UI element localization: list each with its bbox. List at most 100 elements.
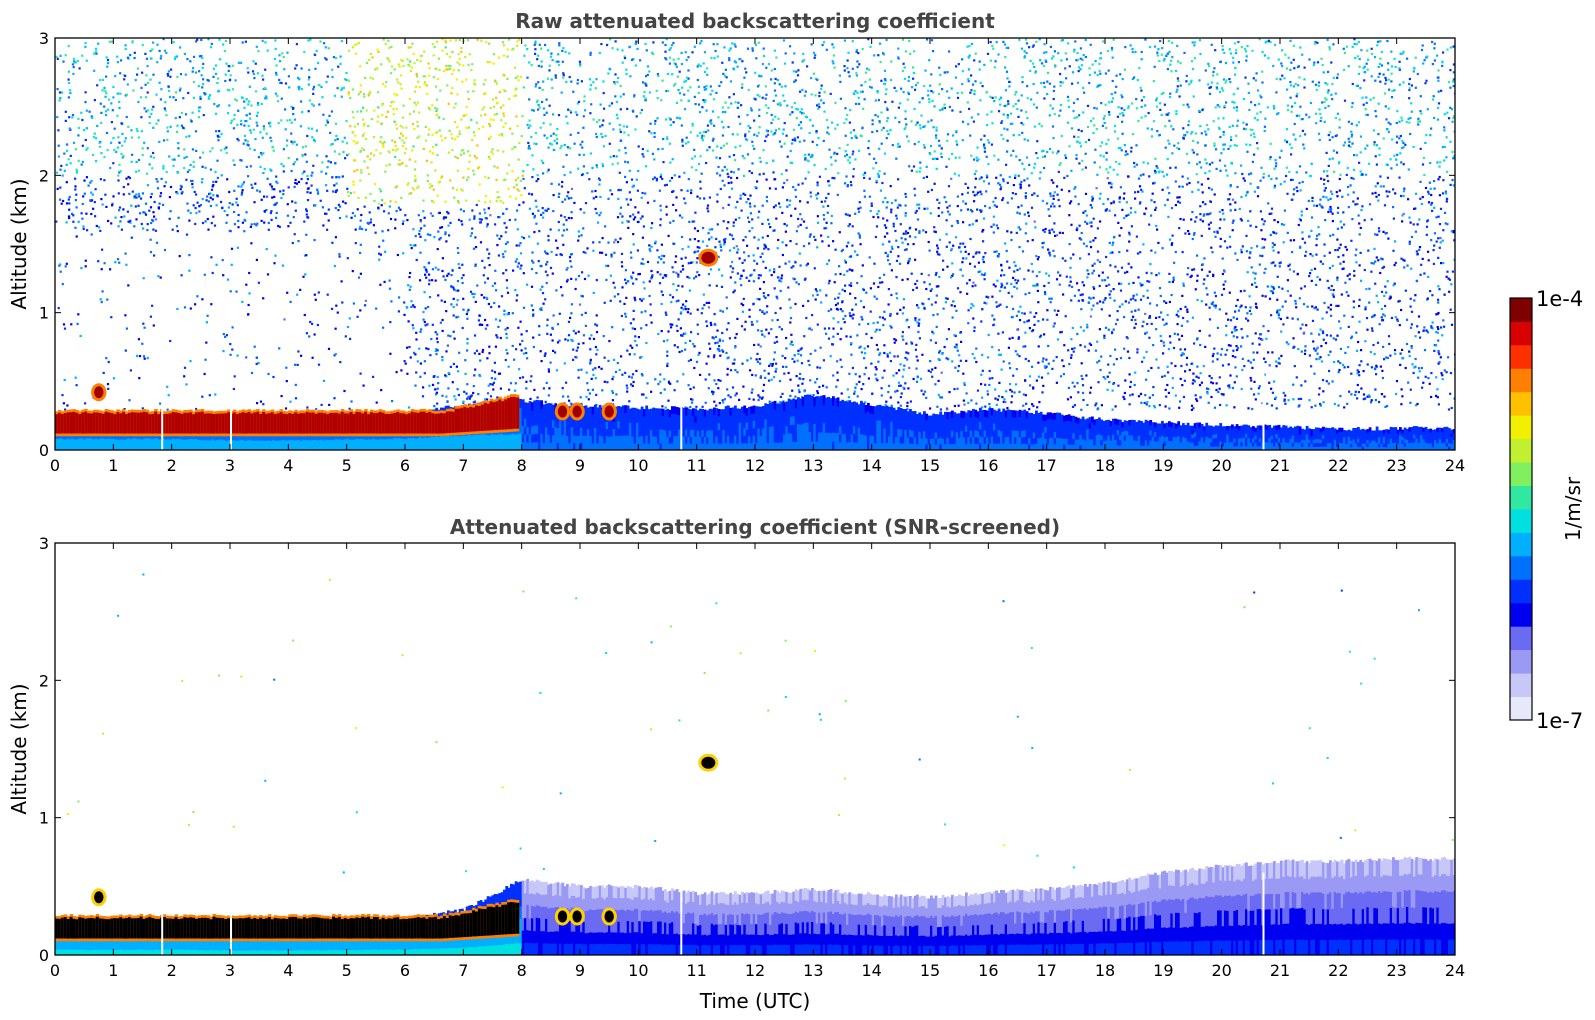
noise-pixel xyxy=(1140,58,1143,61)
noise-pixel xyxy=(1150,128,1153,131)
noise-pixel xyxy=(387,212,390,215)
noise-pixel xyxy=(437,294,440,297)
noise-pixel xyxy=(1300,210,1303,213)
noise-pixel xyxy=(301,155,304,158)
noise-pixel xyxy=(1319,328,1322,331)
noise-pixel xyxy=(977,261,980,264)
noise-pixel xyxy=(259,151,263,155)
noise-pixel xyxy=(1309,272,1312,275)
noise-pixel xyxy=(381,142,384,145)
noise-pixel xyxy=(1084,38,1087,42)
top-plot-background xyxy=(55,38,1455,450)
noise-pixel xyxy=(982,240,985,243)
noise-pixel xyxy=(534,42,537,45)
noise-pixel xyxy=(967,253,970,256)
noise-pixel xyxy=(975,347,978,350)
noise-pixel xyxy=(728,155,731,158)
noise-pixel xyxy=(189,118,193,122)
noise-pixel xyxy=(1261,338,1264,341)
noise-pixel xyxy=(963,382,966,385)
noise-pixel xyxy=(1089,204,1092,207)
noise-pixel xyxy=(338,153,341,156)
noise-pixel xyxy=(1269,233,1272,237)
noise-pixel xyxy=(1233,42,1237,45)
noise-pixel xyxy=(1213,67,1216,70)
noise-pixel xyxy=(1357,370,1360,374)
noise-pixel xyxy=(1388,342,1391,346)
noise-pixel xyxy=(791,61,794,64)
noise-pixel xyxy=(1303,285,1306,288)
noise-pixel xyxy=(873,54,876,57)
noise-pixel xyxy=(1326,83,1329,86)
noise-pixel xyxy=(1266,402,1269,405)
noise-pixel xyxy=(1024,232,1027,235)
noise-pixel xyxy=(851,366,854,370)
noise-pixel xyxy=(739,194,742,197)
noise-pixel xyxy=(130,129,133,132)
noise-pixel xyxy=(1017,310,1020,313)
noise-pixel xyxy=(749,212,752,215)
noise-pixel xyxy=(1229,344,1232,347)
noise-pixel xyxy=(1186,177,1190,180)
noise-pixel xyxy=(372,136,376,139)
noise-pixel xyxy=(1170,243,1173,246)
noise-pixel xyxy=(875,328,878,331)
noise-pixel xyxy=(511,312,514,315)
noise-pixel xyxy=(1054,234,1057,237)
noise-pixel xyxy=(278,78,281,81)
noise-pixel xyxy=(1418,246,1422,249)
noise-pixel xyxy=(1212,273,1215,276)
noise-pixel xyxy=(708,301,711,304)
noise-pixel xyxy=(245,114,248,117)
noise-pixel xyxy=(1012,276,1015,279)
noise-pixel xyxy=(1198,161,1201,164)
noise-pixel xyxy=(1395,392,1398,396)
noise-pixel xyxy=(293,140,296,143)
noise-pixel xyxy=(750,273,753,276)
noise-pixel xyxy=(1342,260,1345,263)
noise-pixel xyxy=(1316,41,1319,44)
noise-pixel xyxy=(1169,341,1172,344)
noise-pixel xyxy=(1033,125,1036,128)
noise-pixel xyxy=(913,194,917,197)
noise-pixel xyxy=(885,226,888,229)
noise-pixel xyxy=(505,207,508,211)
noise-pixel xyxy=(1047,372,1050,375)
noise-pixel xyxy=(1398,137,1401,140)
noise-pixel xyxy=(857,210,861,213)
noise-pixel xyxy=(208,394,211,397)
noise-pixel xyxy=(1034,71,1037,74)
noise-pixel xyxy=(1394,192,1397,195)
noise-pixel xyxy=(1347,65,1350,68)
noise-pixel xyxy=(690,191,693,195)
noise-pixel xyxy=(496,336,499,339)
noise-pixel xyxy=(1023,213,1026,216)
noise-pixel xyxy=(778,140,781,143)
noise-pixel xyxy=(614,238,617,241)
noise-pixel xyxy=(360,147,363,150)
noise-pixel xyxy=(569,133,572,136)
noise-pixel xyxy=(770,328,773,331)
noise-pixel xyxy=(594,323,597,326)
noise-pixel xyxy=(1044,59,1047,62)
noise-pixel xyxy=(1129,298,1132,301)
noise-pixel xyxy=(974,252,977,255)
noise-pixel xyxy=(690,166,693,169)
noise-pixel xyxy=(1327,382,1330,385)
noise-pixel xyxy=(827,180,830,183)
noise-pixel xyxy=(1084,210,1087,213)
noise-pixel xyxy=(880,394,883,397)
noise-pixel xyxy=(401,145,405,148)
noise-pixel xyxy=(828,184,831,187)
noise-pixel xyxy=(436,375,439,379)
noise-pixel xyxy=(598,51,601,55)
noise-pixel xyxy=(1402,81,1405,84)
noise-pixel xyxy=(585,395,588,398)
noise-pixel xyxy=(849,131,852,134)
noise-pixel xyxy=(916,321,919,324)
noise-pixel xyxy=(836,152,839,155)
noise-pixel xyxy=(1322,390,1325,393)
noise-pixel xyxy=(142,277,145,280)
noise-pixel xyxy=(400,132,403,135)
noise-pixel xyxy=(645,324,648,327)
